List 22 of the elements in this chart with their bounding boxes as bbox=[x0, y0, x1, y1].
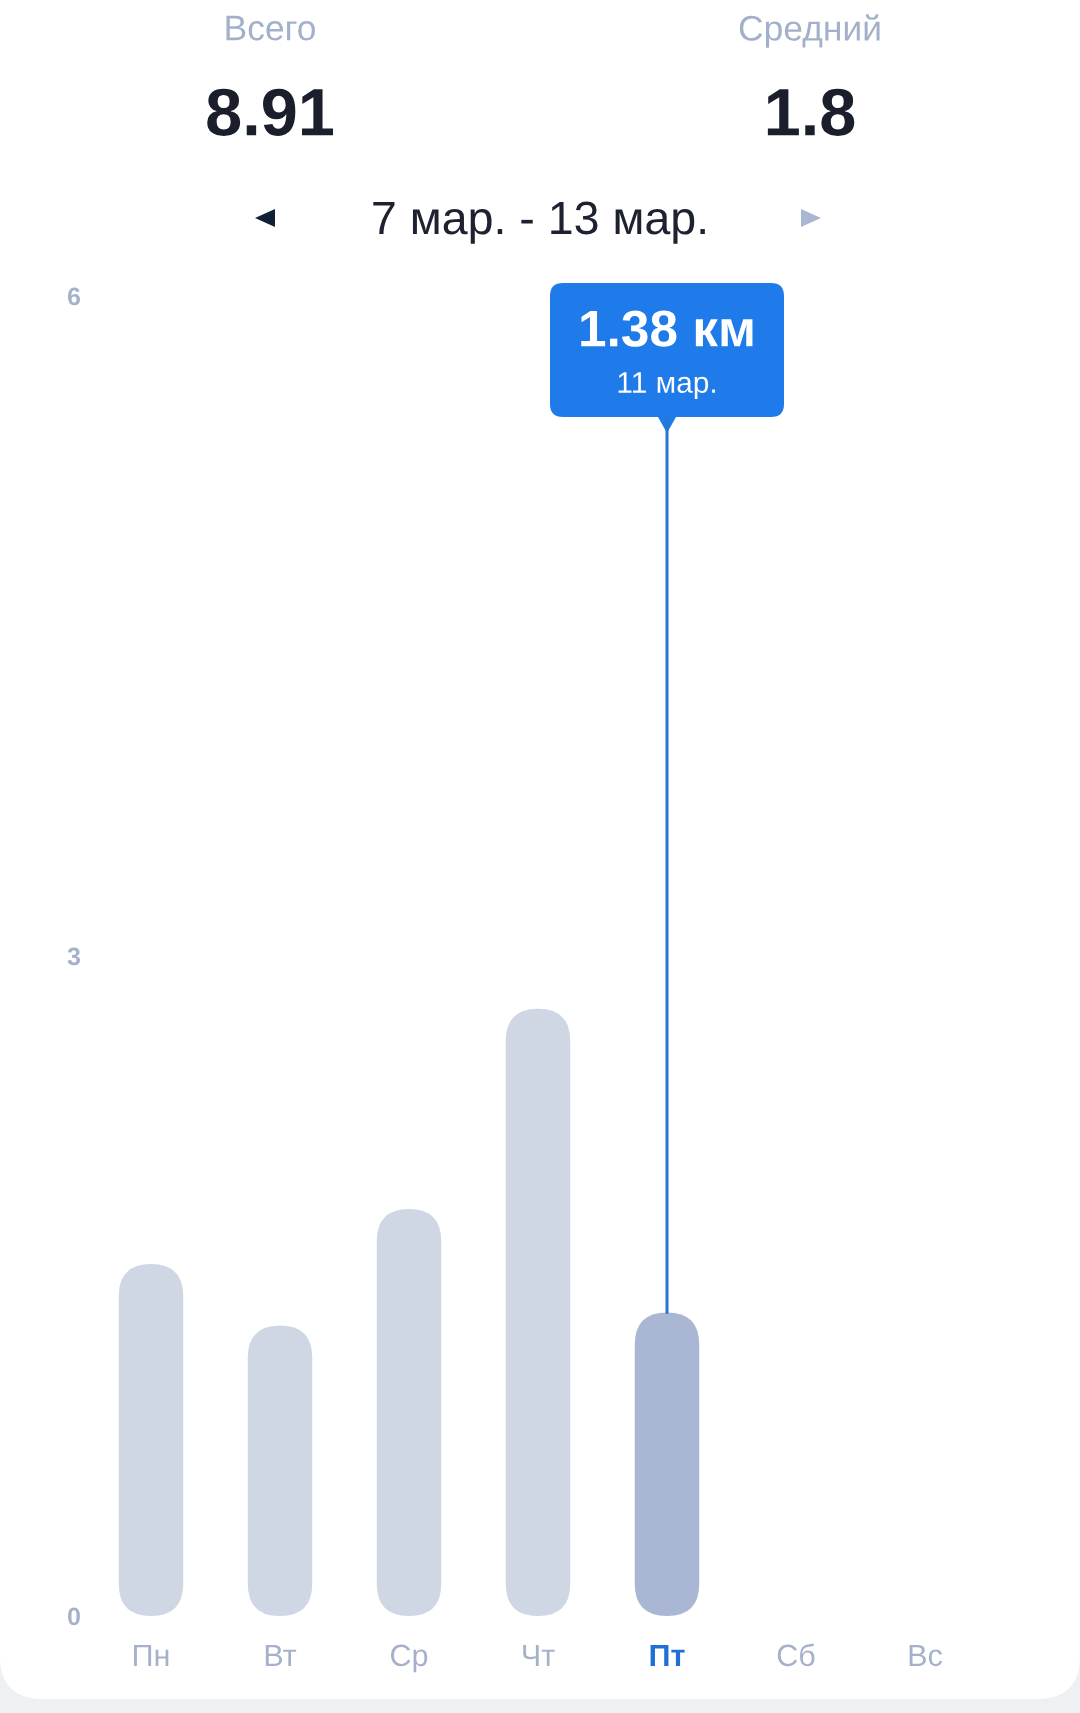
bar bbox=[634, 1312, 700, 1616]
x-tick-label: Чт bbox=[523, 1644, 555, 1666]
y-tick-label: 0 bbox=[68, 1607, 80, 1626]
text: Всего bbox=[226, 15, 315, 41]
bar bbox=[505, 1008, 571, 1616]
bar bbox=[376, 1209, 442, 1616]
x-tick-label: Сб bbox=[777, 1643, 815, 1667]
y-tick-label: 3 bbox=[67, 947, 81, 966]
y-tick-label: 6 bbox=[67, 287, 81, 306]
x-tick-label: Вс bbox=[909, 1644, 943, 1667]
chart-title: 7 мар. - 13 мар. bbox=[373, 201, 705, 244]
text: 8.91 bbox=[207, 88, 334, 136]
x-tick-label: Пт bbox=[650, 1644, 685, 1666]
x-tick-label: Ср bbox=[391, 1644, 428, 1673]
text: 1.8 bbox=[767, 88, 855, 136]
annotation: 11 мар. bbox=[618, 372, 715, 399]
annotation: 1.38 км bbox=[581, 310, 753, 347]
bar bbox=[118, 1264, 184, 1616]
bar bbox=[247, 1325, 313, 1616]
x-tick-label: Пн bbox=[134, 1644, 169, 1666]
x-tick-label: Вт bbox=[265, 1644, 297, 1666]
text: Средний bbox=[739, 14, 880, 48]
